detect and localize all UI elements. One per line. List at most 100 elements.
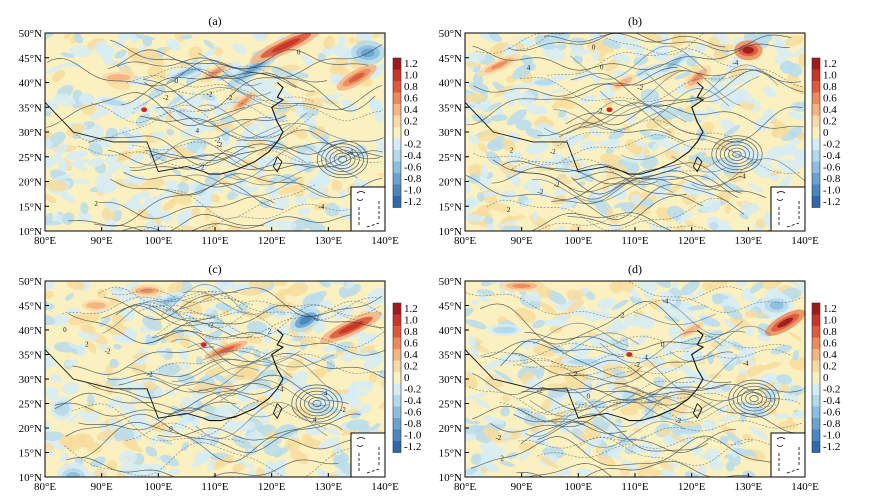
x-tick-label: 130°E [315,481,343,493]
cold-anomaly-core [653,135,663,139]
contour-line [612,386,713,414]
field-patch [77,211,92,223]
taiwan-outline [692,403,703,420]
contour-line [671,155,726,173]
field-patch [263,443,282,457]
field-patch [704,330,723,342]
field-patch [45,290,54,300]
panel-label: (b) [628,14,642,28]
field-patch [65,292,74,301]
panel-label: (c) [208,262,221,276]
contour-line [475,33,571,54]
field-patch [564,371,579,384]
contour-line [202,350,334,368]
field-patch [473,103,489,111]
site-marker [141,107,148,113]
field-patch [105,153,117,165]
field-patch [279,65,301,72]
field-patch [373,109,384,122]
field-patch [371,423,381,431]
contour-label: 0 [587,392,591,400]
field-patch [118,33,130,42]
x-tick-label: 130°E [315,235,343,247]
contour-line [188,361,293,394]
field-patch [96,289,107,299]
field-patch [369,100,384,113]
field-patch [204,207,211,221]
field-patch [132,387,153,401]
colorbar-swatch [393,196,401,208]
field-patch [362,336,375,345]
y-tick-label: 15°N [439,448,462,460]
field-patch [612,53,630,64]
field-patch [209,156,220,164]
field-patch [718,415,738,422]
contour-line [182,290,260,315]
field-patch [510,175,521,187]
contour-line [126,75,314,102]
field-patch [238,345,255,354]
coastline [203,82,285,175]
field-patch [214,47,223,57]
field-patch [72,178,91,185]
colorbar-swatch [393,360,401,372]
field-patch [212,455,234,470]
colorbar-label: 0.2 [823,361,837,373]
field-patch [709,222,719,231]
colorbar-swatch [393,127,401,139]
field-patch [68,342,78,350]
field-patch [709,74,726,83]
vortex-contour [736,385,772,412]
field-patch [497,316,507,323]
field-patch [484,215,494,226]
field-patch [609,222,621,231]
field-patch [649,446,661,459]
field-patch [634,45,644,59]
field-patch [611,299,629,311]
field-patch [595,445,603,454]
field-patch [111,288,130,303]
field-patch [465,416,474,425]
field-patch [246,431,263,446]
contour-label: -4 [278,386,284,394]
contour-line [148,300,382,317]
contour-label: -2 [537,387,543,395]
cold-anomaly-core [163,297,177,304]
contour-line [473,67,678,97]
contour-line [127,366,260,386]
field-patch [301,55,314,67]
colorbar-label: 0.6 [404,93,418,105]
field-patch [180,175,190,182]
contour-line [116,57,327,83]
field-patch [563,467,573,475]
contour-label: -2 [637,84,643,92]
field-patch [798,53,805,67]
field-patch [338,286,349,299]
field-patch [608,138,620,150]
field-patch [50,313,70,326]
field-patch [506,109,527,126]
x-tick-label: 120°E [678,481,706,493]
contour-line [121,75,383,111]
colorbar-swatch [393,173,401,185]
field-patch [106,161,123,174]
contour-label: -2 [597,107,603,115]
field-patch [588,127,602,138]
field-patch [512,64,532,80]
field-patch [235,459,254,469]
colorbar-swatch [812,150,820,162]
field-patch [221,127,231,142]
field-patch [93,41,109,53]
contour-line [68,182,284,227]
x-tick-label: 80°E [454,235,476,247]
field-patch [376,143,385,156]
field-patch [599,153,624,168]
field-patch [770,345,793,355]
warm-anomaly-core [90,303,102,308]
field-patch [688,155,709,163]
contour-line [161,284,244,316]
field-patch [490,203,511,213]
field-patch [490,114,508,122]
field-patch [200,46,220,59]
colorbar-swatch [393,337,401,349]
